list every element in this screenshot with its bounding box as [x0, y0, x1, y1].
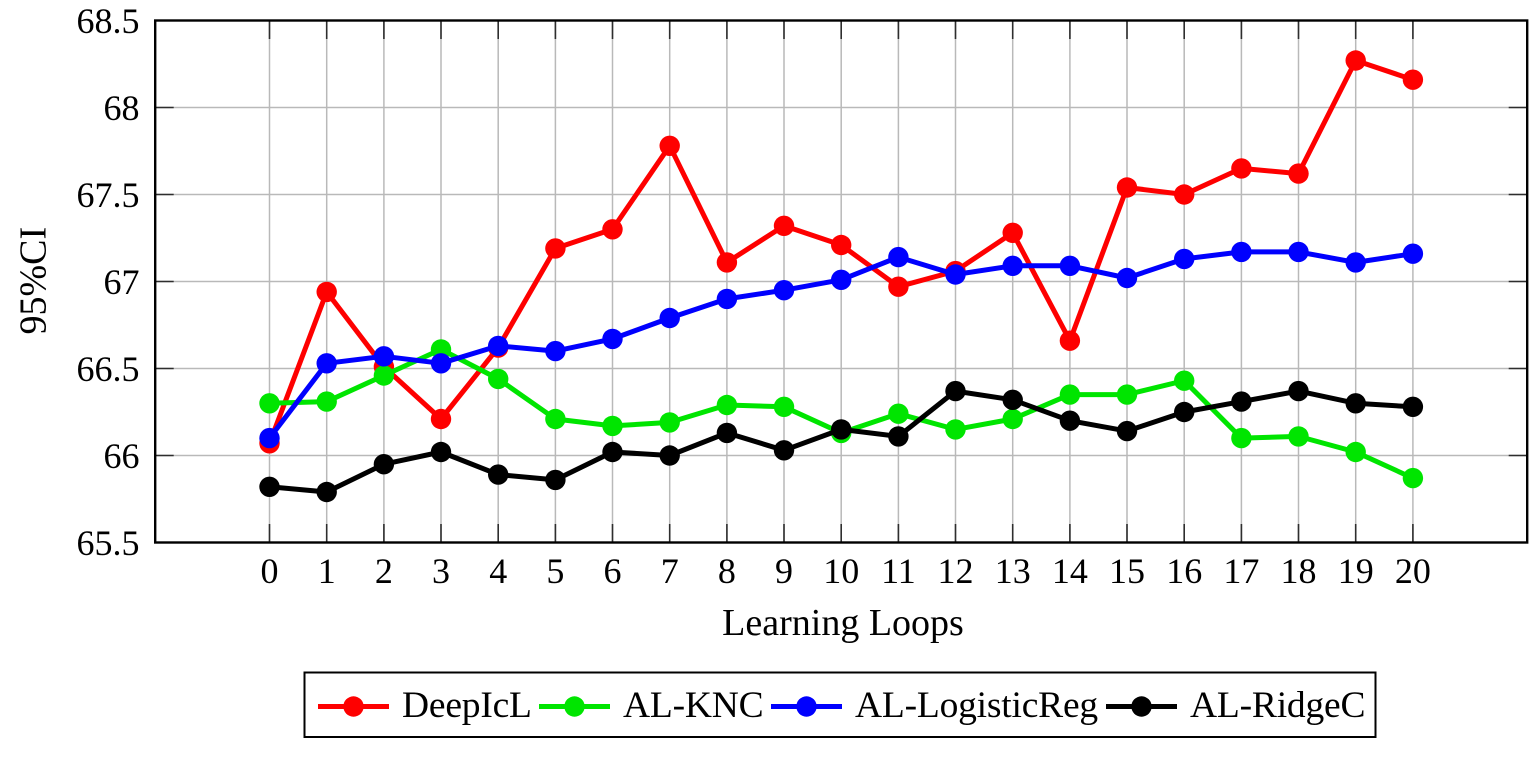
svg-text:AL-RidgeC: AL-RidgeC	[1190, 685, 1365, 726]
svg-text:68.5: 68.5	[77, 1, 140, 41]
svg-text:4: 4	[489, 551, 507, 591]
svg-text:18: 18	[1281, 551, 1317, 591]
svg-text:11: 11	[881, 551, 916, 591]
svg-text:67: 67	[104, 262, 140, 302]
svg-text:9: 9	[775, 551, 793, 591]
svg-text:Learning Loops: Learning Loops	[722, 602, 964, 644]
svg-text:20: 20	[1395, 551, 1431, 591]
svg-text:AL-KNC: AL-KNC	[623, 685, 763, 726]
svg-text:5: 5	[546, 551, 564, 591]
svg-text:67.5: 67.5	[77, 175, 140, 215]
svg-text:0: 0	[261, 551, 279, 591]
svg-text:10: 10	[823, 551, 859, 591]
svg-text:7: 7	[661, 551, 679, 591]
svg-text:65.5: 65.5	[77, 523, 140, 563]
svg-text:14: 14	[1052, 551, 1088, 591]
svg-text:13: 13	[995, 551, 1031, 591]
svg-text:3: 3	[432, 551, 450, 591]
svg-text:6: 6	[604, 551, 622, 591]
svg-text:8: 8	[718, 551, 736, 591]
svg-text:DeepIcL: DeepIcL	[402, 685, 532, 726]
svg-text:19: 19	[1338, 551, 1374, 591]
svg-text:66: 66	[104, 436, 140, 476]
svg-text:AL-LogisticReg: AL-LogisticReg	[855, 685, 1098, 726]
svg-text:66.5: 66.5	[77, 349, 140, 389]
svg-text:1: 1	[318, 551, 336, 591]
svg-text:95%CI: 95%CI	[13, 227, 55, 335]
svg-text:2: 2	[375, 551, 393, 591]
svg-text:12: 12	[938, 551, 974, 591]
svg-text:16: 16	[1166, 551, 1202, 591]
svg-text:15: 15	[1109, 551, 1145, 591]
svg-text:68: 68	[104, 88, 140, 128]
svg-text:17: 17	[1223, 551, 1259, 591]
